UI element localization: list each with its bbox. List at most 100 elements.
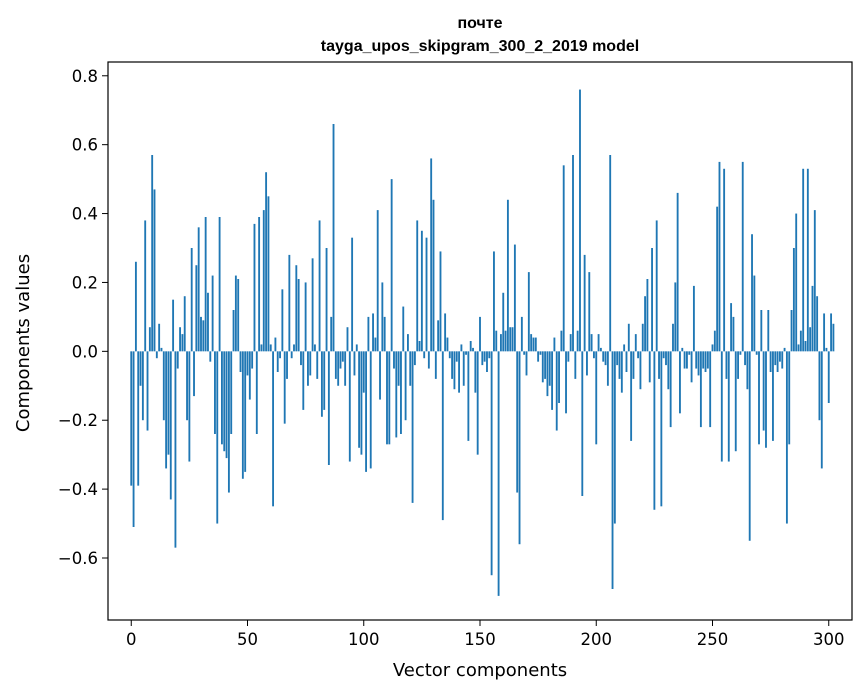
bar: [197, 227, 200, 352]
bar: [188, 351, 191, 462]
bar: [762, 351, 765, 431]
bar: [227, 351, 230, 493]
bar: [504, 330, 507, 352]
bar: [230, 351, 233, 434]
bar: [483, 351, 486, 362]
bar: [148, 327, 151, 352]
bar: [772, 351, 774, 441]
bar: [588, 272, 591, 352]
bar: [195, 265, 198, 352]
bar: [274, 337, 277, 352]
bar: [604, 351, 607, 366]
bar: [269, 344, 272, 352]
bar: [732, 316, 735, 352]
bar: [246, 351, 249, 376]
bar: [695, 351, 698, 369]
bar: [155, 351, 158, 359]
bar: [495, 330, 498, 352]
y-tick-label: −0.6: [58, 549, 98, 568]
bar: [813, 210, 816, 352]
bar: [360, 351, 363, 455]
bar: [669, 351, 672, 428]
bar: [665, 351, 667, 366]
bar: [465, 351, 467, 355]
bar: [202, 320, 205, 352]
bar: [769, 351, 772, 372]
bar: [676, 192, 679, 352]
y-axis: −0.6 −0.4 −0.2 0.0 0.2 0.4 0.6 0.8: [58, 67, 108, 568]
bar: [541, 351, 544, 383]
bar: [467, 351, 470, 441]
bar: [469, 341, 472, 352]
bar: [207, 292, 209, 352]
bar: [499, 334, 502, 352]
bar: [611, 351, 614, 589]
bar: [174, 351, 177, 548]
bar: [523, 351, 526, 355]
bar: [579, 89, 581, 352]
bar: [830, 313, 833, 352]
bar: [734, 351, 737, 452]
bar: [348, 351, 351, 462]
bar: [827, 351, 830, 403]
bar: [723, 168, 726, 352]
bar: [509, 327, 512, 352]
bar: [434, 351, 437, 379]
chart-title: почте: [457, 15, 502, 32]
bar: [572, 155, 574, 352]
bar: [679, 351, 681, 414]
bar: [211, 275, 214, 352]
bar: [344, 351, 347, 386]
bar: [511, 327, 514, 352]
bar: [637, 351, 640, 359]
bar: [339, 351, 342, 369]
y-axis-label: Components values: [13, 254, 34, 432]
bar: [648, 351, 651, 383]
bar: [432, 199, 435, 352]
bars-group: [130, 89, 835, 596]
bar: [437, 320, 440, 352]
bar: [281, 289, 284, 352]
bar: [806, 168, 809, 352]
bar: [262, 210, 265, 352]
bar: [332, 124, 335, 352]
bar: [351, 237, 354, 352]
bar: [169, 351, 172, 500]
bar: [767, 310, 770, 352]
bar: [267, 196, 270, 352]
y-tick-label: −0.2: [58, 411, 98, 430]
bar: [376, 210, 379, 352]
y-tick-label: 0.8: [72, 67, 98, 86]
bar: [490, 351, 493, 576]
bar: [660, 351, 663, 507]
bar: [204, 217, 207, 352]
y-tick-label: 0.2: [72, 273, 98, 292]
bar: [379, 351, 381, 400]
bar: [532, 337, 535, 352]
bar: [799, 330, 802, 352]
bar: [699, 351, 702, 428]
bar: [139, 351, 142, 386]
bar: [481, 351, 484, 366]
bar: [300, 351, 302, 366]
bar: [239, 351, 242, 372]
bar: [323, 351, 326, 410]
bar: [476, 351, 479, 455]
bar: [295, 265, 298, 352]
bar: [279, 351, 281, 359]
bar: [488, 351, 491, 359]
bar: [353, 351, 356, 376]
bar: [448, 351, 451, 359]
bar: [288, 254, 291, 352]
bar: [427, 351, 430, 369]
x-tick-label: 50: [237, 630, 258, 649]
bar: [606, 351, 609, 386]
bar: [286, 351, 288, 379]
bar: [779, 351, 781, 362]
x-axis-label: Vector components: [393, 660, 567, 681]
bar: [209, 351, 212, 362]
x-tick-label: 0: [126, 630, 137, 649]
bar: [346, 327, 349, 352]
bar: [739, 351, 742, 355]
